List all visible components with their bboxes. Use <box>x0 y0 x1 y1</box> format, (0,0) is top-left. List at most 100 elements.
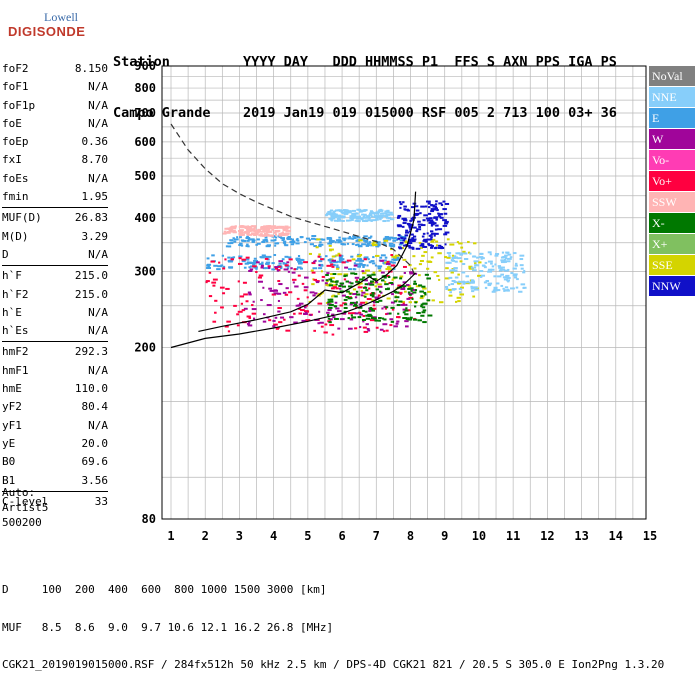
y-tick-labels: 80 200 300 400 500 600 700 800 900 <box>134 59 156 526</box>
echo-point <box>361 291 366 294</box>
echo-point <box>500 284 504 287</box>
echo-point <box>263 226 268 229</box>
echo-point <box>320 325 324 328</box>
echo-point <box>406 297 411 300</box>
echo-point <box>388 242 394 245</box>
echo-point <box>360 289 363 292</box>
echo-point <box>478 261 482 264</box>
echo-point <box>331 287 335 290</box>
echo-point <box>398 243 403 246</box>
echo-point <box>258 263 264 266</box>
echo-point <box>325 274 329 277</box>
echo-point <box>369 293 372 296</box>
echo-point <box>284 225 289 228</box>
echo-point <box>504 257 508 260</box>
echo-point <box>253 226 257 229</box>
echo-point <box>239 236 242 239</box>
echo-point <box>385 268 389 271</box>
echo-point <box>359 326 362 329</box>
echo-point <box>243 266 247 269</box>
echo-point <box>450 283 454 286</box>
echo-point <box>249 238 255 241</box>
echo-point <box>232 229 236 232</box>
echo-point <box>369 210 373 213</box>
echo-point <box>208 295 213 298</box>
echo-point <box>220 306 224 309</box>
echo-point <box>214 299 218 302</box>
echo-point <box>261 254 266 257</box>
echo-point <box>397 291 403 294</box>
echo-point <box>370 211 375 214</box>
echo-point <box>278 229 281 232</box>
param-row: foE N/A <box>2 115 108 133</box>
echo-point <box>410 206 415 209</box>
echo-point <box>263 228 268 231</box>
echo-point <box>282 238 285 241</box>
echo-point <box>406 244 411 247</box>
echo-point <box>255 266 258 269</box>
echo-point <box>280 237 285 240</box>
echo-point <box>339 290 344 293</box>
scaled-parameters-panel: foF2 8.150 foF1 N/A foF1p N/A foE N/A foEp 0.36 fx… <box>2 60 108 511</box>
echo-point <box>397 312 400 315</box>
echo-point <box>393 300 398 303</box>
echo-point <box>205 280 210 283</box>
echo-point <box>359 244 362 247</box>
echo-point <box>420 205 425 208</box>
echo-point <box>284 227 289 230</box>
echo-point <box>422 219 426 222</box>
echo-point <box>468 267 472 270</box>
echo-point <box>276 269 280 272</box>
echo-point <box>417 223 423 226</box>
echo-point <box>274 244 277 247</box>
echo-point <box>339 209 342 212</box>
echo-point <box>274 227 278 230</box>
echo-point <box>518 290 523 293</box>
echo-point <box>229 259 234 262</box>
echo-point <box>250 232 255 235</box>
echo-point <box>258 274 264 277</box>
echo-point <box>405 325 409 328</box>
echo-point <box>327 313 330 316</box>
echo-point <box>388 236 393 239</box>
echo-point <box>456 296 461 299</box>
echo-point <box>466 280 470 283</box>
echo-point <box>286 233 290 236</box>
echo-point <box>252 300 255 303</box>
echo-point <box>238 233 243 236</box>
echo-point <box>487 251 492 254</box>
echo-point <box>227 330 231 333</box>
echo-point <box>268 266 271 269</box>
echo-point <box>278 321 283 324</box>
echo-point <box>309 291 315 294</box>
echo-point <box>462 280 465 283</box>
echo-point <box>363 235 368 238</box>
echo-point <box>336 264 339 267</box>
echo-point <box>274 242 279 245</box>
echo-point <box>434 207 439 210</box>
echo-point <box>451 279 456 282</box>
echo-point <box>396 258 401 261</box>
echo-point <box>473 260 479 263</box>
echo-point <box>221 254 224 257</box>
echo-point <box>457 300 461 303</box>
echo-point <box>412 291 417 294</box>
echo-point <box>271 268 276 271</box>
echo-point <box>410 292 414 295</box>
echo-point <box>370 280 374 283</box>
echo-point <box>277 326 280 329</box>
echo-point <box>379 208 383 211</box>
echo-point <box>470 285 473 288</box>
echo-point <box>264 238 268 241</box>
param-name: C-level <box>2 494 49 508</box>
echo-point <box>227 245 232 248</box>
echo-point <box>409 219 413 222</box>
echo-point <box>386 219 390 222</box>
echo-point <box>387 237 392 240</box>
y-tick-label: 900 <box>134 59 156 73</box>
echo-point <box>258 280 263 283</box>
echo-point <box>427 290 431 293</box>
echo-point <box>413 267 417 270</box>
echo-point <box>408 226 414 229</box>
echo-point <box>491 290 496 293</box>
